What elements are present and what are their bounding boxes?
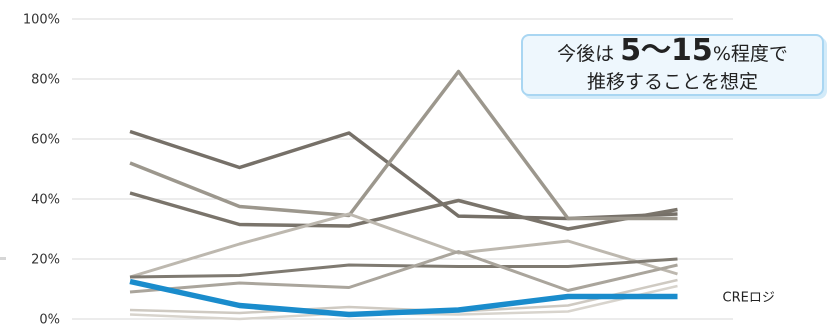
series-line-3 <box>129 69 678 221</box>
series-line-5 <box>129 257 678 279</box>
y-tick-label: 40% <box>31 193 60 208</box>
series-line-CREロジ <box>129 278 678 318</box>
series-labels: CREロジ <box>723 291 775 306</box>
series-line-4 <box>129 212 678 279</box>
callout-line1: 今後は 5〜15%程度で <box>523 36 822 69</box>
callout-suffix: %程度で <box>712 43 788 65</box>
y-tick-label: 20% <box>31 253 60 268</box>
callout-box: 今後は 5〜15%程度で 推移することを想定 <box>521 34 824 96</box>
series-line-7 <box>129 278 678 315</box>
callout-range: 5〜15 <box>620 33 713 68</box>
callout-line2: 推移することを想定 <box>586 71 758 93</box>
y-tick-label: 80% <box>31 73 60 88</box>
y-tick-label: 0% <box>39 313 60 324</box>
series-line-2 <box>129 191 678 231</box>
gridlines <box>72 18 733 320</box>
series-lines <box>129 69 678 321</box>
left-edge-mark <box>0 257 6 260</box>
series-line-6 <box>129 250 678 294</box>
series-label: CREロジ <box>723 291 775 306</box>
callout-prefix: 今後は <box>557 43 615 65</box>
y-tick-label: 100% <box>23 13 60 28</box>
y-tick-label: 60% <box>31 133 60 148</box>
y-axis-tick-labels: 0% 20% 40% 60% 80% 100% <box>23 13 60 324</box>
